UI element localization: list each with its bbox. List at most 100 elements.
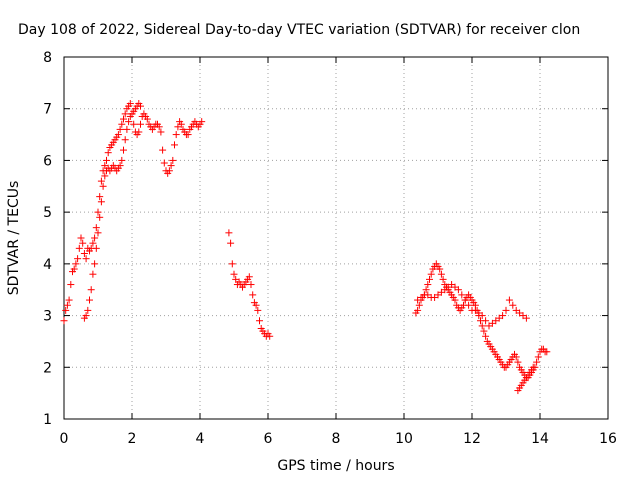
x-tick-label: 0 [60,431,69,447]
data-point [514,358,522,366]
y-tick-label: 4 [43,257,52,273]
data-point [116,162,124,170]
data-point [92,244,100,252]
data-point [436,265,444,273]
data-point [230,270,238,278]
data-point [125,118,133,126]
y-tick-labels: 1 2 3 4 5 6 7 8 [43,50,52,428]
data-point [458,291,466,299]
data-point [130,120,138,128]
data-point [478,322,486,330]
data-point [512,353,520,361]
data-point [177,120,185,128]
data-point [482,332,490,340]
data-point [92,224,100,232]
data-point [89,270,97,278]
data-point [89,239,97,247]
x-tick-label: 6 [264,431,273,447]
data-point [424,281,432,289]
data-point [65,296,73,304]
data-point [249,291,257,299]
data-point [155,123,163,131]
data-point [143,115,151,123]
data-point [118,156,126,164]
data-point [172,131,180,139]
data-point [121,110,129,118]
data-point [74,255,82,263]
data-point [245,273,253,281]
data-point [84,306,92,314]
data-point [482,317,490,325]
data-point [94,208,102,216]
data-point [252,301,260,309]
data-point [478,312,486,320]
ticks [63,56,609,420]
data-point [465,301,473,309]
data-point [82,312,90,320]
data-point [116,125,124,133]
data-point [123,125,131,133]
data-point [529,363,537,371]
data-point [533,358,541,366]
data-point [426,275,433,283]
data-point [266,332,274,340]
data-point [97,177,105,185]
data-point [86,296,93,304]
data-point [228,260,236,268]
data-point [451,296,459,304]
data-point [198,118,206,126]
data-point [77,234,85,242]
data-point [118,120,126,128]
data-point [137,120,144,128]
data-point [126,100,134,108]
x-tick-label: 2 [128,431,137,447]
data-point [157,128,165,136]
data-point [67,281,75,289]
y-axis-label: SDTVAR / TECUs [6,181,22,296]
data-point [480,327,488,335]
data-point [165,167,173,175]
data-point [94,229,102,237]
data-point [427,270,435,278]
data-point [439,275,447,283]
x-tick-labels: 0 2 4 6 8 10 12 14 16 [60,431,617,447]
data-point [79,239,87,247]
data-point [96,193,104,201]
data-point [461,296,469,304]
data-point [120,146,127,154]
grid [64,57,608,419]
data-point [63,301,71,309]
data-point [509,301,517,309]
data-point [97,198,105,206]
data-point [60,317,68,325]
x-tick-label: 14 [531,431,549,447]
data-point [121,136,129,144]
y-tick-label: 6 [43,153,52,169]
data-point [87,286,95,294]
data-point [137,102,144,110]
x-axis-label: GPS time / hours [277,458,394,474]
data-point [99,182,107,190]
data-point [415,301,423,309]
data-point [422,286,430,294]
y-tick-label: 8 [43,50,52,66]
data-point [534,353,542,361]
data-point [160,159,168,167]
data-point [101,172,109,180]
data-point [70,265,78,273]
data-point [159,146,167,154]
data-point [225,229,233,237]
x-tick-label: 4 [196,431,205,447]
x-tick-label: 12 [463,431,481,447]
data-point [414,306,422,314]
data-point [184,131,192,139]
data-point [96,213,104,221]
data-point [437,270,445,278]
data-point [499,312,507,320]
data-point [454,286,462,294]
data-point [171,141,178,149]
data-point [91,234,99,242]
y-tick-label: 5 [43,205,52,221]
data-point [254,306,262,314]
